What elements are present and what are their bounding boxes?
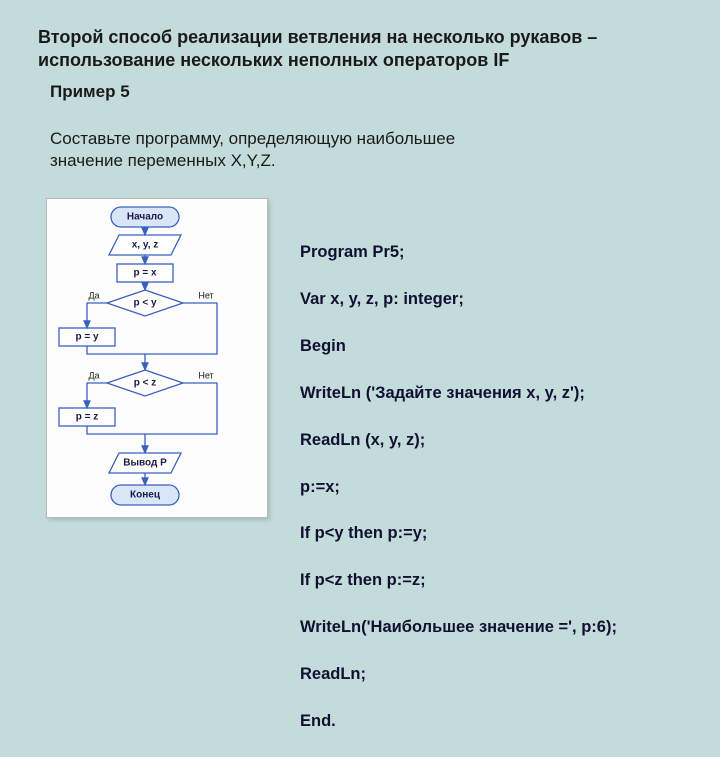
code-line: If p<z then p:=z; — [300, 569, 700, 592]
code-line: ReadLn (x, y, z); — [300, 429, 700, 452]
svg-text:x, y, z: x, y, z — [132, 240, 159, 251]
code-line: ReadLn; — [300, 663, 700, 686]
code-line: If p<y then p:=y; — [300, 522, 700, 545]
svg-text:Нет: Нет — [198, 290, 213, 300]
heading-line-1: Второй способ реализации ветвления на не… — [38, 27, 597, 47]
svg-text:Вывод P: Вывод P — [123, 458, 167, 469]
example-label: Пример 5 — [50, 82, 130, 102]
svg-text:p = z: p = z — [76, 412, 99, 423]
code-line: WriteLn('Наибольшее значение =', p:6); — [300, 616, 700, 639]
svg-text:Да: Да — [88, 290, 99, 300]
code-line: Var x, y, z, p: integer; — [300, 288, 700, 311]
program-code: Program Pr5; Var x, y, z, p: integer; Be… — [300, 218, 700, 757]
svg-text:p = x: p = x — [133, 268, 157, 279]
svg-text:p = y: p = y — [75, 332, 99, 343]
code-line: Begin — [300, 335, 700, 358]
code-line: Program Pr5; — [300, 241, 700, 264]
svg-text:Начало: Начало — [127, 212, 163, 223]
code-line: WriteLn ('Задайте значения x, y, z'); — [300, 382, 700, 405]
svg-text:Нет: Нет — [198, 370, 213, 380]
task-line-2: значение переменных X,Y,Z. — [50, 151, 276, 170]
task-text: Составьте программу, определяющую наибол… — [50, 128, 570, 172]
flowchart: Начало x, y, z p = x p < y p = y p < z p = z Вы… — [46, 198, 268, 518]
svg-text:Конец: Конец — [130, 490, 161, 501]
svg-text:p < y: p < y — [133, 298, 157, 309]
code-line: p:=x; — [300, 476, 700, 499]
heading: Второй способ реализации ветвления на не… — [38, 26, 678, 71]
code-line: End. — [300, 710, 700, 733]
svg-text:Да: Да — [88, 370, 99, 380]
svg-text:p < z: p < z — [134, 378, 157, 389]
heading-line-2: использование нескольких неполных операт… — [38, 50, 509, 70]
task-line-1: Составьте программу, определяющую наибол… — [50, 129, 455, 148]
